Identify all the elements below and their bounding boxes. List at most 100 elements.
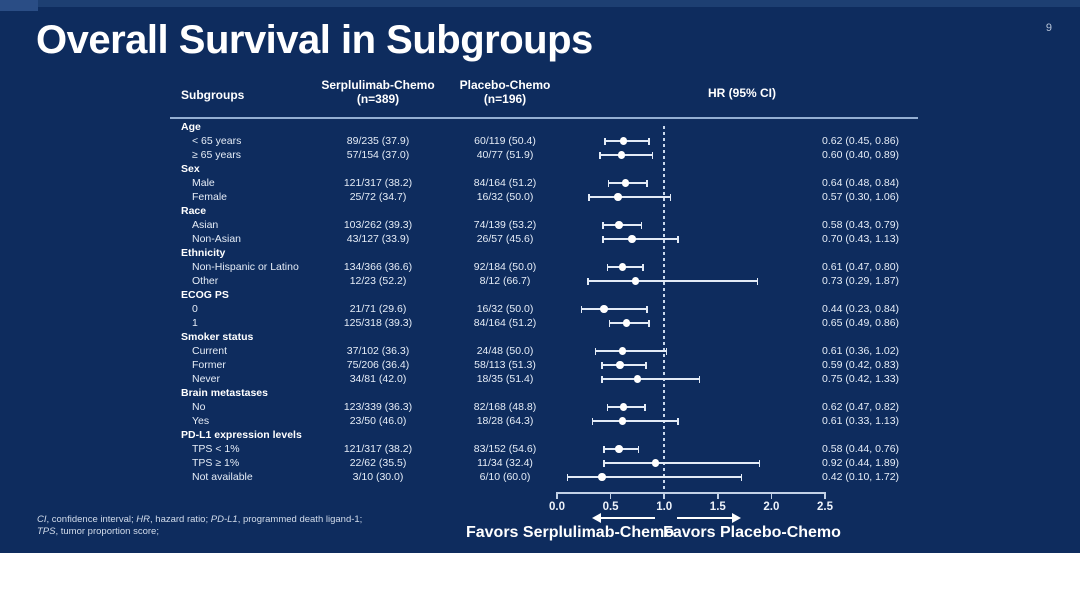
subgroup-label: Female bbox=[192, 191, 228, 203]
ci-cap-high bbox=[637, 445, 640, 453]
hr-ci-value: 0.61 (0.33, 1.13) bbox=[822, 415, 900, 427]
hr-ci-value: 0.61 (0.47, 0.80) bbox=[822, 261, 900, 273]
serplulimab-value: 37/102 (36.3) bbox=[346, 345, 410, 357]
hr-ci-value: 0.62 (0.47, 0.82) bbox=[822, 401, 900, 413]
subgroup-row: Never 34/81 (42.0) 18/35 (51.4) 0.75 (0.42,… bbox=[0, 372, 1080, 386]
column-header-hr: HR (95% CI) bbox=[707, 86, 777, 100]
hr-point-marker bbox=[618, 417, 627, 425]
corner-accent bbox=[0, 0, 38, 11]
hr-point-marker bbox=[621, 179, 630, 187]
subgroup-row: ≥ 65 years 57/154 (37.0) 40/77 (51.9) 0.60 … bbox=[0, 148, 1080, 162]
ci-cap-low bbox=[602, 235, 604, 243]
ci-cap-low bbox=[566, 473, 569, 481]
category-row: Ethnicity bbox=[0, 246, 1080, 260]
hr-point-marker bbox=[617, 151, 626, 159]
axis-tick-label: 0.5 bbox=[602, 501, 619, 513]
ci-whisker bbox=[604, 462, 760, 464]
hr-ci-value: 0.60 (0.40, 0.89) bbox=[822, 149, 900, 161]
footnote-line: CI, confidence interval; HR, hazard rati… bbox=[37, 514, 363, 525]
serplulimab-value: 89/235 (37.9) bbox=[346, 135, 410, 147]
subgroup-label: Ethnicity bbox=[181, 247, 226, 259]
ci-whisker bbox=[602, 378, 700, 380]
column-header-subgroups: Subgroups bbox=[181, 88, 245, 102]
placebo-value: 8/12 (66.7) bbox=[479, 275, 531, 287]
ci-cap-low bbox=[588, 193, 590, 201]
hr-ci-value: 0.44 (0.23, 0.84) bbox=[822, 303, 900, 315]
footer-bar: 2022ASCO® ANNUAL MEETING #ASCO22 PRESENT… bbox=[0, 553, 1080, 608]
ci-cap-high bbox=[740, 473, 743, 481]
serplulimab-value: 12/23 (52.2) bbox=[349, 275, 407, 287]
hr-ci-value: 0.92 (0.44, 1.89) bbox=[822, 457, 900, 469]
favors-left-label: Favors Serplulimab-Chemo bbox=[465, 524, 675, 541]
subgroup-label: < 65 years bbox=[192, 135, 242, 147]
hr-point-marker bbox=[615, 221, 623, 229]
serplulimab-value: 3/10 (30.0) bbox=[352, 471, 404, 483]
slide-title: Overall Survival in Subgroups bbox=[36, 18, 593, 62]
subgroup-label: Non-Hispanic or Latino bbox=[192, 261, 299, 273]
serplulimab-value: 57/154 (37.0) bbox=[346, 149, 410, 161]
hr-point-marker bbox=[618, 347, 627, 355]
ci-whisker bbox=[592, 420, 679, 422]
axis-tick bbox=[556, 492, 558, 499]
axis-tick-label: 1.5 bbox=[709, 501, 726, 513]
ci-whisker bbox=[567, 476, 742, 478]
placebo-value: 6/10 (60.0) bbox=[479, 471, 531, 483]
placebo-value: 84/164 (51.2) bbox=[473, 177, 537, 189]
ci-whisker bbox=[581, 308, 648, 310]
ci-cap-low bbox=[594, 347, 597, 355]
subgroup-label: Never bbox=[192, 373, 221, 385]
subgroup-label: TPS < 1% bbox=[192, 443, 240, 455]
favors-right-label: Favors Placebo-Chemo bbox=[663, 524, 841, 541]
abbreviations-footnote: CI, confidence interval; HR, hazard rati… bbox=[37, 514, 362, 538]
serplulimab-value: 22/62 (35.5) bbox=[349, 457, 407, 469]
hr-ci-value: 0.42 (0.10, 1.72) bbox=[822, 471, 900, 483]
subgroup-label: Sex bbox=[181, 163, 200, 175]
ci-cap-low bbox=[606, 263, 609, 271]
subgroup-label: ≥ 65 years bbox=[192, 149, 241, 161]
subgroup-label: Former bbox=[192, 359, 226, 371]
ci-whisker bbox=[595, 350, 667, 352]
subgroup-row: Yes 23/50 (46.0) 18/28 (64.3) 0.61 (0.33, 1… bbox=[0, 414, 1080, 428]
hr-point-marker bbox=[614, 193, 622, 201]
ci-cap-low bbox=[603, 445, 605, 453]
subgroup-label: PD-L1 expression levels bbox=[181, 429, 302, 441]
hr-point-marker bbox=[618, 263, 627, 271]
ci-cap-high bbox=[640, 221, 643, 229]
axis-tick bbox=[609, 492, 612, 499]
ci-whisker bbox=[588, 280, 758, 282]
hr-point-marker bbox=[651, 459, 660, 467]
subgroup-label: 0 bbox=[192, 303, 198, 315]
hr-ci-value: 0.58 (0.43, 0.79) bbox=[822, 219, 900, 231]
hr-point-marker bbox=[628, 235, 636, 243]
placebo-value: 74/139 (53.2) bbox=[473, 219, 537, 231]
ci-cap-high bbox=[756, 277, 759, 285]
hr-ci-value: 0.61 (0.36, 1.02) bbox=[822, 345, 900, 357]
category-row: Race bbox=[0, 204, 1080, 218]
subgroup-label: Not available bbox=[192, 471, 253, 483]
column-header-serplulimab: Serplulimab-Chemo (n=389) bbox=[321, 78, 434, 106]
subgroup-label: Non-Asian bbox=[192, 233, 242, 245]
placebo-value: 58/113 (51.3) bbox=[474, 359, 536, 371]
ci-cap-high bbox=[646, 179, 648, 187]
ci-cap-low bbox=[608, 319, 611, 327]
subgroup-row: Not available 3/10 (30.0) 6/10 (60.0) 0.42 … bbox=[0, 470, 1080, 484]
subgroup-row: Non-Asian 43/127 (33.9) 26/57 (45.6) 0.70 (… bbox=[0, 232, 1080, 246]
serplulimab-value: 121/317 (38.2) bbox=[343, 443, 413, 455]
subgroup-label: TPS ≥ 1% bbox=[192, 457, 240, 469]
subgroup-row: Former 75/206 (36.4) 58/113 (51.3) 0.59 (0.… bbox=[0, 358, 1080, 372]
footnote-line: TPS, tumor proportion score; bbox=[37, 526, 159, 537]
serplulimab-value: 123/339 (36.3) bbox=[343, 401, 413, 413]
serplulimab-value: 103/262 (39.3) bbox=[343, 219, 413, 231]
serplulimab-value: 134/366 (36.6) bbox=[343, 261, 413, 273]
axis-tick bbox=[824, 492, 826, 499]
serplulimab-header-line2: (n=389) bbox=[356, 92, 400, 106]
subgroup-label: 1 bbox=[192, 317, 198, 329]
ci-cap-high bbox=[646, 305, 648, 313]
ci-whisker bbox=[605, 140, 650, 142]
axis-tick-label: 2.5 bbox=[817, 501, 833, 513]
ci-whisker bbox=[602, 364, 646, 366]
hr-ci-value: 0.73 (0.29, 1.87) bbox=[822, 275, 900, 287]
header-divider-line bbox=[170, 117, 918, 119]
hr-ci-value: 0.64 (0.48, 0.84) bbox=[822, 177, 900, 189]
